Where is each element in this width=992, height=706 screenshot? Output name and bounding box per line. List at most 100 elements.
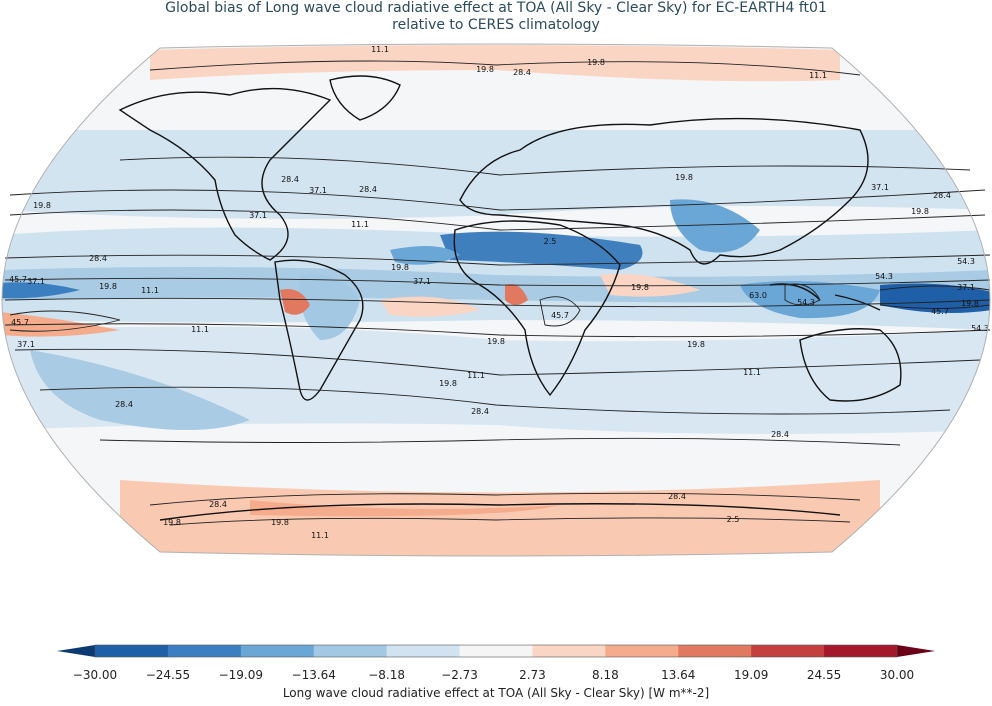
contour-label: 19.8	[439, 379, 457, 388]
contour-label: 28.4	[281, 175, 299, 184]
contour-label: 11.1	[191, 325, 209, 334]
bias-patch-indian	[600, 274, 700, 297]
colorbar-tick-label: −13.64	[292, 668, 336, 682]
contour-label: 19.8	[99, 282, 117, 291]
coastline-eurasia	[459, 117, 869, 265]
coastline-australia	[799, 328, 902, 402]
contour-label: 19.8	[675, 173, 693, 182]
contour-lines	[4, 60, 991, 526]
contour-line	[879, 285, 991, 309]
colorbar-over-arrow	[897, 645, 935, 657]
colorbar-block	[605, 645, 679, 657]
colorbar-tick-label: 19.09	[734, 668, 768, 682]
contour-line	[784, 283, 821, 306]
colorbar-block	[313, 645, 388, 657]
contour-label: 37.1	[27, 277, 45, 286]
bias-patch-africa	[505, 284, 528, 305]
colorbar-tick-label: −30.00	[73, 668, 117, 682]
contour-label: 19.8	[961, 299, 979, 308]
colorbar-tick-label: −19.09	[219, 668, 263, 682]
contour-line	[9, 189, 986, 211]
colorbar-svg: −30.00 −24.55 −19.09 −13.64 −8.18 −2.73 2.73 8.…	[57, 644, 935, 700]
colorbar-block	[678, 645, 752, 657]
colorbar-frame	[94, 644, 898, 658]
colorbar-label: Long wave cloud radiative effect at TOA …	[283, 686, 709, 700]
colorbar-tick-label: −24.55	[146, 668, 190, 682]
contour-label: 11.1	[371, 45, 389, 54]
coastline-indonesia	[769, 283, 881, 311]
contour-label: 19.8	[631, 283, 649, 292]
contour-label: 28.4	[359, 185, 377, 194]
bias-patch	[30, 350, 250, 430]
colorbar-tick-label: −8.18	[368, 668, 405, 682]
contour-label: 19.8	[587, 58, 605, 67]
contour-label: 19.8	[687, 340, 705, 349]
contour-label: 37.1	[17, 340, 35, 349]
contour-label: 19.8	[271, 518, 289, 527]
contour-label: 28.4	[513, 68, 531, 77]
contour-label: 45.7	[551, 311, 569, 320]
contour-label: 45.7	[931, 307, 949, 316]
contour-line	[99, 437, 901, 446]
contour-line	[169, 517, 851, 526]
bias-patch-antarctic	[250, 500, 560, 517]
contour-label: 54.3	[957, 257, 975, 266]
contour-label: 28.4	[89, 254, 107, 263]
contour-line	[14, 348, 981, 376]
contour-label: 28.4	[471, 407, 489, 416]
contour-label: 19.8	[911, 207, 929, 216]
colorbar-block	[167, 645, 242, 657]
coastline-antarctica	[159, 503, 841, 521]
bias-patch-andes	[280, 289, 310, 315]
contour-label: 19.8	[487, 337, 505, 346]
bias-patch-indopac	[740, 281, 880, 319]
map-panel: 11.1 19.8 28.4 19.8 11.1 28.4 37.1 28.4 …	[1, 43, 991, 557]
contour-label: 19.8	[391, 263, 409, 272]
contour-line	[9, 209, 986, 231]
colorbar-under-arrow	[57, 645, 95, 657]
contour-label: 28.4	[933, 191, 951, 200]
coastline-greenland	[329, 75, 401, 121]
contour-label: 28.4	[668, 492, 686, 501]
contour-label: 54.3	[797, 298, 815, 307]
bias-patch-pacific	[880, 283, 990, 314]
contour-line	[539, 296, 581, 327]
contour-label: 2.5	[727, 515, 740, 524]
contour-label: 11.1	[141, 286, 159, 295]
contour-label: 63.0	[749, 291, 767, 300]
contour-label: 28.4	[209, 500, 227, 509]
colorbar-ticks: −30.00 −24.55 −19.09 −13.64 −8.18 −2.73 2.73 8.…	[73, 668, 914, 682]
contour-label: 19.8	[163, 518, 181, 527]
colorbar-block	[751, 645, 825, 657]
coastline-south-america	[274, 259, 364, 401]
colorbar: −30.00 −24.55 −19.09 −13.64 −8.18 −2.73 2.73 8.…	[0, 640, 992, 702]
colorbar-block	[459, 645, 533, 657]
colorbar-tick-label: 24.55	[807, 668, 841, 682]
contour-label: 19.8	[476, 65, 494, 74]
contour-line	[9, 310, 121, 332]
contour-label: 28.4	[115, 400, 133, 409]
contour-label: 11.1	[743, 368, 761, 377]
contour-line	[4, 277, 991, 287]
contour-label: 37.1	[249, 211, 267, 220]
colorbar-tick-label: 30.00	[880, 668, 914, 682]
contour-line	[39, 386, 951, 415]
map-title: Global bias of Long wave cloud radiative…	[0, 0, 992, 34]
contour-label: 37.1	[309, 186, 327, 195]
contour-label: 11.1	[351, 220, 369, 229]
contour-label: 28.4	[771, 430, 789, 439]
contour-label: 2.5	[544, 237, 557, 246]
colorbar-block	[824, 645, 898, 657]
contour-line	[4, 323, 991, 338]
contour-label: 54.3	[875, 272, 893, 281]
contour-line	[4, 254, 991, 266]
bias-patch-arctic	[150, 45, 840, 82]
coastline-north-america	[118, 87, 332, 261]
colorbar-block	[386, 645, 461, 657]
contour-label: 19.8	[33, 201, 51, 210]
contour-label: 37.1	[413, 277, 431, 286]
title-line-1: Global bias of Long wave cloud radiative…	[165, 0, 827, 16]
bias-patch-india	[670, 199, 760, 253]
contour-label: 11.1	[311, 531, 329, 540]
bias-patch-pacific	[2, 282, 80, 299]
